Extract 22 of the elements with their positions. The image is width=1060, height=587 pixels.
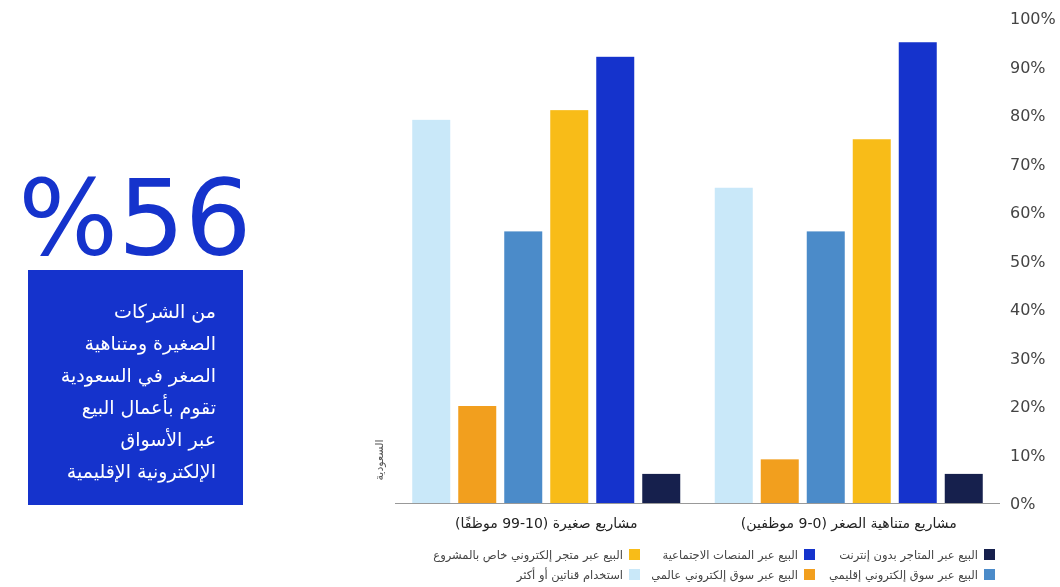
y-tick-label: 80%	[1010, 106, 1046, 125]
legend-label: البيع عبر سوق إلكتروني إقليمي	[829, 568, 978, 583]
legend-label: استخدام قناتين أو أكثر	[515, 567, 623, 583]
y-tick-label: 10%	[1010, 445, 1046, 465]
y-tick-label: 40%	[1010, 300, 1046, 319]
y-tick-label: 70%	[1010, 154, 1046, 174]
y-tick-label: 90%	[1010, 57, 1046, 77]
text: من الشركات الصغيرة ومتناهية الصغر في السعودية تقوم بأعمال البيع عبر الأسواق الإلكترونية الإقليمية	[60, 300, 216, 483]
legend-label: البيع عبر متجر إلكتروني خاص بالمشروع	[433, 548, 623, 563]
text: %56	[18, 158, 252, 280]
y-tick-label: 30%	[1010, 348, 1046, 368]
y-tick-label: 0%	[1010, 494, 1036, 513]
x-tick-label: مشاريع صغيرة (10-99 موظفًا)	[454, 515, 638, 532]
text: السعودية	[373, 439, 386, 481]
x-tick-label: مشاريع متناهية الصغر (0-9 موظفين)	[740, 515, 957, 532]
legend-label: البيع عبر المنصات الاجتماعية	[662, 548, 798, 563]
legend-label: البيع عبر سوق إلكتروني عالمي	[651, 568, 798, 583]
y-tick-label: 50%	[1010, 251, 1046, 271]
y-tick-label: 20%	[1010, 397, 1046, 416]
y-tick-label: 60%	[1010, 203, 1046, 222]
y-tick-label: 100%	[1010, 9, 1056, 28]
legend-label: البيع عبر المتاجر بدون إنترنت	[839, 548, 978, 563]
